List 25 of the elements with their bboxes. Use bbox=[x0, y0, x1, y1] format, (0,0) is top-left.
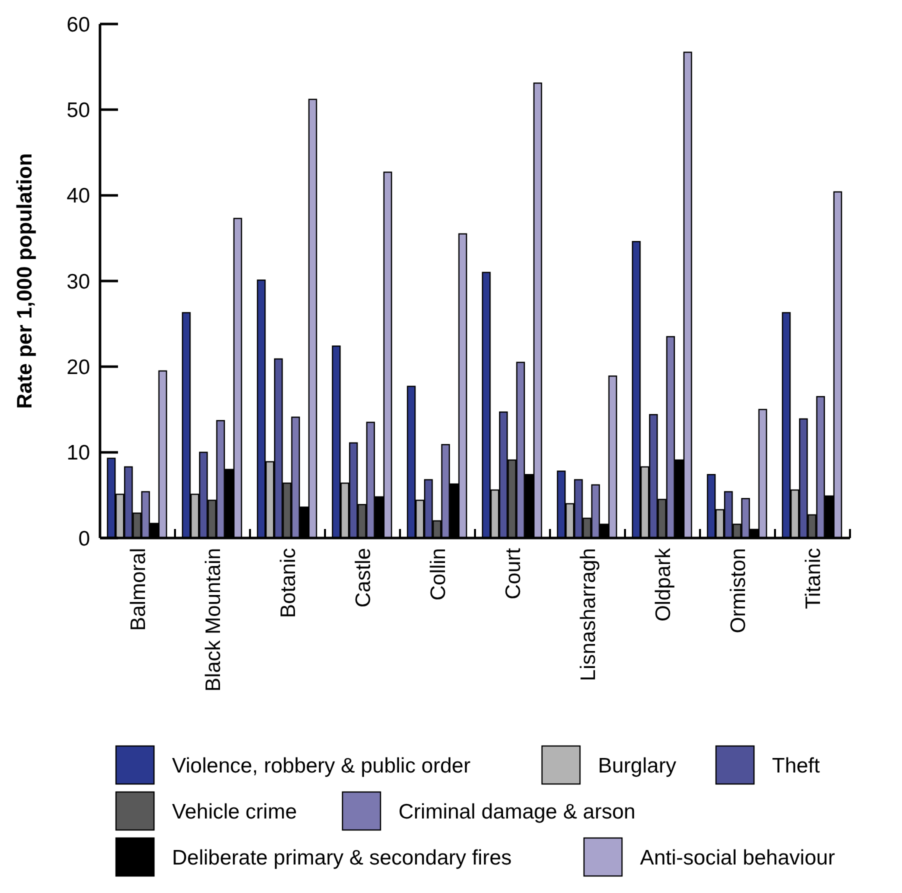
x-tick-label: Collin bbox=[426, 548, 450, 601]
legend-label: Burglary bbox=[598, 754, 677, 778]
x-tick-label: Ormiston bbox=[726, 548, 750, 634]
legend-label: Criminal damage & arson bbox=[398, 800, 636, 824]
y-tick-label: 10 bbox=[66, 442, 90, 465]
x-tick-label: Balmoral bbox=[126, 548, 150, 631]
y-tick-label: 60 bbox=[66, 13, 90, 36]
legend-label: Deliberate primary & secondary fires bbox=[172, 846, 512, 870]
legend-label: Vehicle crime bbox=[172, 800, 297, 824]
x-tick-label: Black Mountain bbox=[202, 548, 225, 692]
y-tick-label: 30 bbox=[66, 270, 90, 294]
x-tick-label: Botanic bbox=[276, 548, 300, 618]
y-tick-label: 40 bbox=[66, 184, 90, 208]
legend-label: Anti-social behaviour bbox=[640, 846, 835, 870]
x-tick-label: Titanic bbox=[802, 548, 825, 610]
legend-label: Violence, robbery & public order bbox=[172, 754, 470, 778]
y-axis-title: Rate per 1,000 population bbox=[13, 153, 36, 409]
x-tick-label: Castle bbox=[352, 548, 375, 608]
legend-label: Theft bbox=[772, 754, 820, 778]
x-tick-label: Court bbox=[502, 548, 525, 600]
x-tick-label: Lisnasharragh bbox=[576, 548, 600, 682]
y-tick-label: 20 bbox=[66, 356, 90, 380]
y-tick-label: 0 bbox=[78, 527, 90, 550]
y-tick-label: 50 bbox=[66, 99, 90, 122]
x-tick-label: Oldpark bbox=[652, 548, 675, 622]
